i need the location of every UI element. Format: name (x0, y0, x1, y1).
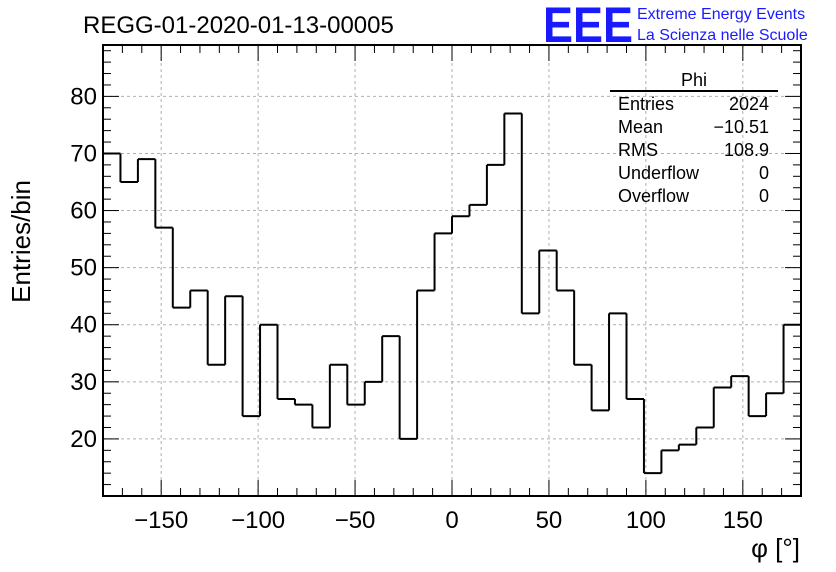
stats-value-rms: 108.9 (724, 140, 769, 160)
stats-label-rms: RMS (618, 140, 658, 160)
y-tick-label: 30 (70, 369, 97, 396)
histogram-bins (103, 112, 802, 475)
plot-frame (102, 44, 802, 497)
stats-value-mean: −10.51 (713, 117, 769, 137)
stats-value-overflow: 0 (759, 186, 769, 206)
x-tick-label: 50 (536, 507, 563, 534)
y-tick-label: 60 (70, 198, 97, 225)
y-tick-label: 20 (70, 426, 97, 453)
stats-label-overflow: Overflow (618, 186, 690, 206)
y-tick-label: 80 (70, 83, 97, 110)
y-tick-label: 40 (70, 312, 97, 339)
stats-label-entries: Entries (618, 94, 674, 114)
y-tick-labels: 20 30 40 50 60 70 80 (70, 83, 97, 453)
eee-logo-line-2: La Scienza nelle Scuole (637, 27, 808, 44)
stats-box-title: Phi (681, 70, 707, 90)
stats-label-mean: Mean (618, 117, 663, 137)
chart-title: REGG-01-2020-01-13-00005 (83, 12, 394, 39)
stats-label-underflow: Underflow (618, 163, 700, 183)
x-tick-label: −50 (335, 507, 376, 534)
y-axis-label: Entries/bin (6, 180, 36, 303)
eee-logo-line-1: Extreme Energy Events (637, 6, 805, 23)
stats-value-entries: 2024 (729, 94, 769, 114)
x-tick-label: 0 (445, 507, 458, 534)
x-tick-labels: −150 −100 −50 0 50 100 150 (134, 507, 763, 534)
y-tick-label: 50 (70, 255, 97, 282)
x-tick-label: −150 (134, 507, 188, 534)
stats-value-underflow: 0 (759, 163, 769, 183)
x-tick-label: 150 (723, 507, 763, 534)
axis-ticks (103, 45, 801, 496)
stats-box: Phi Entries 2024 Mean −10.51 RMS 108.9 U… (610, 70, 778, 206)
grid (103, 45, 801, 496)
x-tick-label: 100 (626, 507, 666, 534)
x-tick-label: −100 (231, 507, 285, 534)
y-tick-label: 70 (70, 140, 97, 167)
x-axis-label: φ [°] (751, 533, 800, 563)
